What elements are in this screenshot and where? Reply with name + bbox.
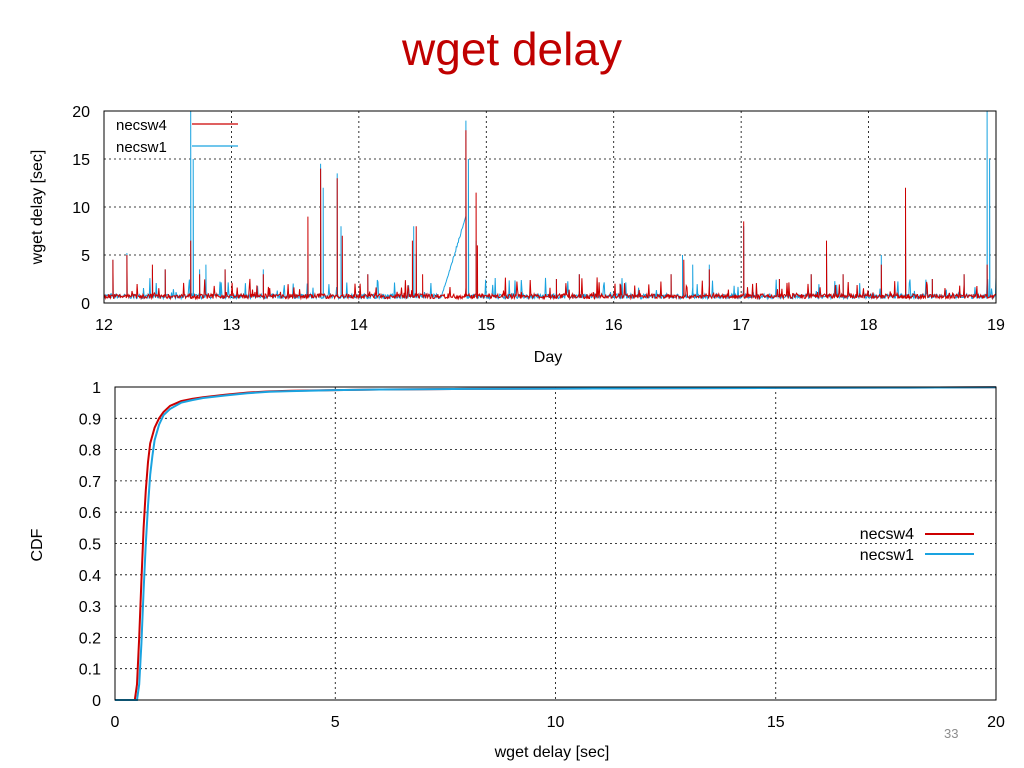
bottom-x-tick-label: 10 xyxy=(547,714,565,731)
bottom-y-tick-label: 1 xyxy=(92,380,101,397)
bottom-plot-frame xyxy=(114,386,997,701)
top-x-tick-label: 18 xyxy=(860,317,878,334)
bottom-y-tick-label: 0.5 xyxy=(79,537,101,554)
top-x-tick-label: 17 xyxy=(732,317,750,334)
bottom-x-tick-label: 20 xyxy=(987,714,1005,731)
bottom-legend: necsw4 necsw1 xyxy=(860,526,974,564)
bottom-legend-label-necsw4: necsw4 xyxy=(860,526,914,543)
delay-timeseries-chart: 12 13 14 15 16 17 18 19 0 5 10 15 20 Day wget delay … xyxy=(29,104,1005,366)
bottom-y-tick-label: 0.4 xyxy=(79,568,101,585)
top-legend-label-necsw4: necsw4 xyxy=(116,117,167,134)
bottom-y-tick-label: 0.7 xyxy=(79,474,101,491)
bottom-y-tick-label: 0 xyxy=(92,693,101,710)
top-x-axis-label: Day xyxy=(534,349,562,366)
bottom-y-tick-label: 0.6 xyxy=(79,505,101,522)
bottom-legend-label-necsw1: necsw1 xyxy=(860,547,914,564)
bottom-y-axis-label: CDF xyxy=(29,528,46,561)
page-number: 33 xyxy=(944,726,959,741)
delay-cdf-chart: 0 5 10 15 20 0 0.1 0.2 0.3 0.4 0.5 0.6 0.7 0.8 0.9 1 wg… xyxy=(29,380,1005,761)
bottom-y-tick-label: 0.1 xyxy=(79,662,101,679)
bottom-series-lines xyxy=(115,386,997,701)
top-y-tick-label: 20 xyxy=(72,104,90,121)
top-y-tick-label: 15 xyxy=(72,152,90,169)
bottom-series-necsw1 xyxy=(115,386,997,701)
top-tick-labels: 12 13 14 15 16 17 18 19 0 5 10 15 20 xyxy=(72,104,1005,334)
bottom-grid xyxy=(115,387,996,700)
top-legend: necsw4 necsw1 xyxy=(116,117,238,156)
top-x-tick-label: 19 xyxy=(987,317,1005,334)
bottom-x-tick-label: 0 xyxy=(111,714,120,731)
top-y-tick-label: 10 xyxy=(72,200,90,217)
top-y-tick-label: 0 xyxy=(81,296,90,313)
top-series-necsw4 xyxy=(104,130,996,301)
top-x-tick-label: 15 xyxy=(477,317,495,334)
top-plot-frame xyxy=(103,110,997,304)
bottom-x-tick-label: 15 xyxy=(767,714,785,731)
top-x-tick-label: 16 xyxy=(605,317,623,334)
bottom-y-tick-label: 0.8 xyxy=(79,443,101,460)
bottom-x-axis-label: wget delay [sec] xyxy=(494,744,610,761)
bottom-y-tick-label: 0.3 xyxy=(79,599,101,616)
top-series-necsw1 xyxy=(104,111,996,301)
bottom-y-tick-label: 0.2 xyxy=(79,630,101,647)
bottom-tick-labels: 0 5 10 15 20 0 0.1 0.2 0.3 0.4 0.5 0.6 0.7 0.8 0.9 1 xyxy=(79,380,1005,731)
bottom-x-tick-label: 5 xyxy=(331,714,340,731)
bottom-y-tick-label: 0.9 xyxy=(79,411,101,428)
top-series-lines xyxy=(104,111,996,301)
top-y-tick-label: 5 xyxy=(81,248,90,265)
top-legend-label-necsw1: necsw1 xyxy=(116,139,167,156)
top-x-tick-label: 12 xyxy=(95,317,113,334)
slide-title: wget delay xyxy=(402,23,622,75)
top-x-tick-label: 13 xyxy=(223,317,241,334)
top-grid xyxy=(104,111,996,303)
top-x-tick-label: 14 xyxy=(350,317,368,334)
top-y-axis-label: wget delay [sec] xyxy=(29,150,46,266)
